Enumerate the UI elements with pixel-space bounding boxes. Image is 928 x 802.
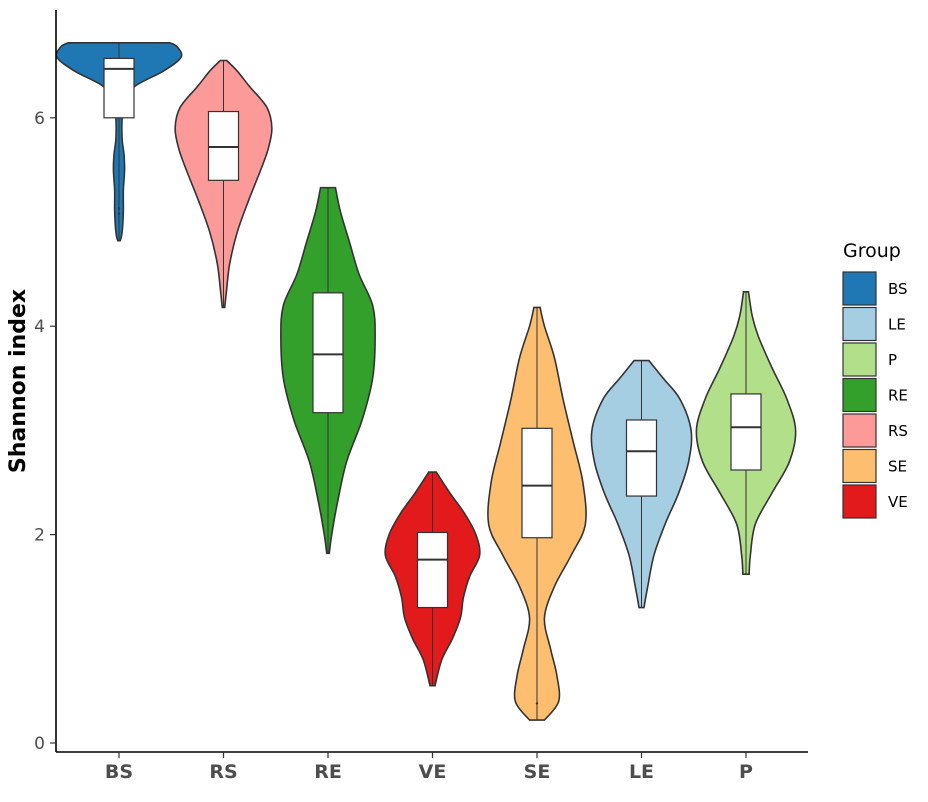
outlier-point	[117, 212, 121, 215]
violin-re	[280, 186, 376, 555]
box-iqr	[521, 427, 553, 539]
legend-swatch	[842, 484, 877, 519]
violin-le	[590, 359, 693, 609]
legend-label: LE	[888, 316, 906, 334]
violin-se	[487, 306, 587, 721]
y-tick-label: 2	[34, 526, 45, 546]
box-iqr	[625, 419, 658, 497]
y-axis-title: Shannon index	[6, 289, 31, 473]
box-iqr	[730, 393, 762, 471]
legend-label: RS	[888, 422, 908, 440]
violin-ve	[384, 471, 481, 687]
legend-swatch	[842, 306, 877, 342]
outlier-point	[117, 207, 121, 210]
legend: Group BS LE P RE RS SE VE	[842, 240, 908, 519]
legend-swatch	[842, 448, 877, 484]
box-iqr	[312, 292, 344, 414]
legend-label: RE	[888, 387, 908, 405]
y-tick-label: 6	[34, 109, 45, 129]
x-tick-label: BS	[105, 761, 133, 783]
x-tick-label: RS	[209, 761, 237, 783]
x-ticks: BS RS RE VE SE LE P	[105, 752, 753, 783]
legend-label: SE	[888, 458, 907, 476]
y-tick-label: 4	[34, 317, 45, 337]
violin-p	[695, 291, 797, 575]
violin-bs	[55, 41, 183, 242]
y-ticks: 0 2 4 6	[34, 109, 56, 754]
legend-label: VE	[888, 493, 908, 511]
legend-swatch	[842, 377, 877, 413]
legend-label: P	[888, 351, 897, 369]
y-tick-label: 0	[34, 734, 45, 754]
x-tick-label: P	[739, 761, 753, 783]
x-tick-label: VE	[419, 761, 447, 783]
x-tick-label: RE	[314, 761, 342, 783]
legend-title: Group	[843, 240, 901, 262]
box-iqr	[416, 531, 449, 609]
legend-swatch	[842, 271, 877, 306]
violins	[55, 41, 797, 721]
legend-label: BS	[888, 280, 908, 298]
x-tick-label: LE	[629, 761, 654, 783]
outlier-point	[535, 702, 539, 705]
legend-swatch	[842, 413, 877, 448]
box-iqr	[103, 57, 135, 119]
box-iqr	[207, 110, 240, 181]
legend-swatch	[842, 342, 877, 377]
violin-rs	[174, 59, 273, 309]
x-tick-label: SE	[524, 761, 551, 783]
